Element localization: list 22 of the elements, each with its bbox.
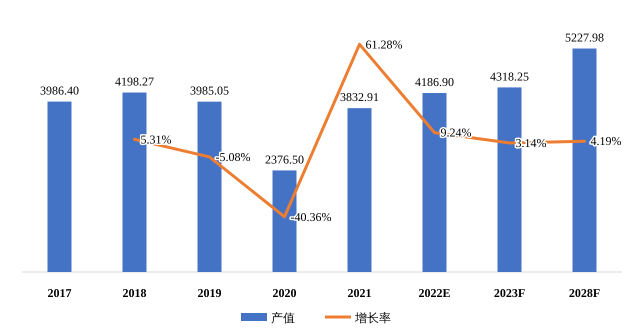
data-label: 5227.98	[565, 30, 604, 45]
data-label: 61.28%	[366, 37, 402, 52]
legend-label: 增长率	[354, 311, 391, 325]
data-label: 4186.90	[415, 75, 454, 90]
bar	[348, 108, 372, 272]
data-label: 3986.40	[40, 84, 79, 98]
x-tick-label: 2023F	[494, 286, 526, 300]
x-tick-label: 2028F	[568, 286, 600, 300]
x-tick-label: 2021	[348, 286, 372, 300]
data-label: 3.14%	[516, 136, 546, 150]
x-tick-label: 2018	[122, 286, 146, 300]
x-tick-label: 2017	[48, 286, 72, 300]
x-tick-label: 2020	[272, 286, 296, 300]
data-label: 4198.27	[115, 74, 154, 89]
legend-label: 产值	[271, 311, 295, 325]
bar	[48, 102, 72, 272]
data-label: 2376.50	[265, 152, 304, 166]
data-label: 3832.91	[340, 90, 379, 104]
x-tick-label: 2022E	[418, 286, 451, 300]
data-label: 4318.25	[490, 69, 529, 84]
x-tick-label: 2019	[198, 286, 222, 300]
data-label: 3985.05	[190, 84, 229, 98]
